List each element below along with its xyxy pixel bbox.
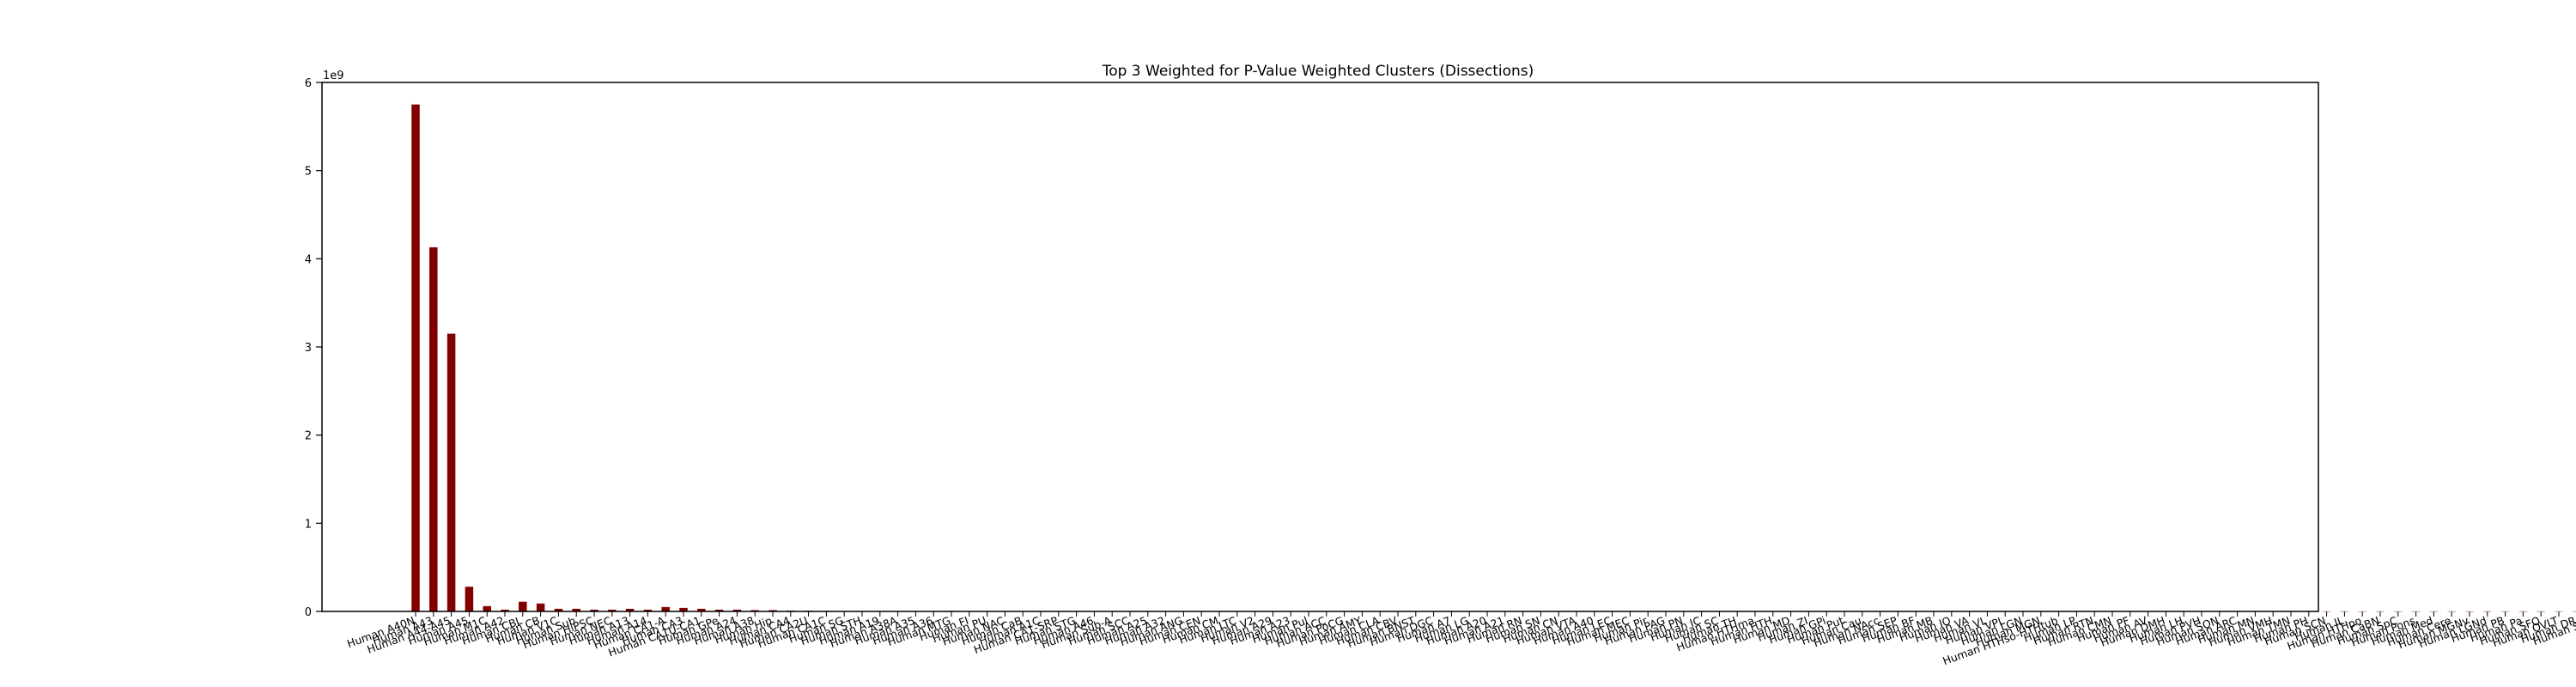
bar [536,603,545,611]
plot-frame [321,82,2319,612]
bar [447,333,456,611]
bar [697,608,706,611]
y-tick-label: 3 [305,342,312,355]
chart-title: Top 3 Weighted for P-Value Weighted Clus… [1102,63,1534,80]
bar [429,246,438,611]
bar [465,587,474,611]
bar [750,610,759,611]
bar [501,609,509,611]
y-tick-label: 2 [305,430,312,443]
y-tick-label: 6 [305,77,312,90]
bar [608,609,617,611]
bar [572,608,580,611]
bar [769,610,777,611]
y-axis: 0 1 2 3 4 5 6 [305,77,322,619]
bar [625,608,635,611]
bar [554,608,563,611]
y-tick-label: 5 [305,166,312,179]
bars-group [411,104,2576,612]
bar [679,607,688,611]
y-tick-label: 1 [305,518,312,531]
bar [661,606,670,611]
bar [732,609,742,611]
bar [519,601,527,611]
bar [714,609,724,611]
bar [643,609,653,611]
y-tick-label: 4 [305,253,312,266]
y-axis-offset-label: 1e9 [323,70,344,82]
bar [590,609,598,611]
bar [483,605,491,611]
bar [411,104,420,611]
y-tick-label: 0 [305,606,312,619]
